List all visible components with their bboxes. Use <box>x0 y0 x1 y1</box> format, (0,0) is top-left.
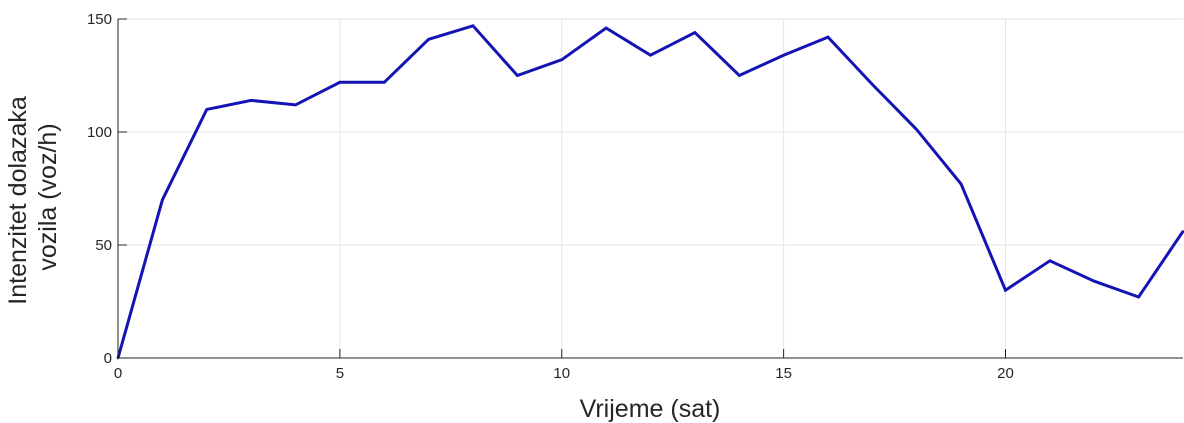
y-tick-label: 150 <box>87 11 112 28</box>
data-point <box>161 198 164 201</box>
y-axis-label-line-2: vozila (voz/h) <box>34 123 62 270</box>
data-point <box>1181 230 1184 233</box>
x-tick-label: 0 <box>114 365 122 382</box>
data-point <box>915 128 918 131</box>
y-axis-label-line-1: Intenzitet dolazaka <box>4 96 32 305</box>
x-tick-labels: 0 5 10 15 20 <box>114 365 1014 382</box>
data-point <box>294 103 297 107</box>
axes <box>117 18 1183 359</box>
x-tick-label: 20 <box>997 365 1014 382</box>
x-tick-label: 15 <box>775 365 792 382</box>
data-point <box>249 99 253 102</box>
data-point <box>205 108 208 111</box>
data-point <box>1048 259 1052 263</box>
data-point <box>826 35 830 39</box>
y-tick-labels: 0 50 100 150 <box>87 11 112 367</box>
x-tick-label: 5 <box>336 365 344 382</box>
data-point <box>1137 295 1140 299</box>
data-point <box>1004 289 1007 292</box>
data-point <box>782 53 785 57</box>
series-line <box>116 24 1184 359</box>
y-axis-label: Intenzitet dolazaka vozila (voz/h) <box>4 89 62 304</box>
y-tick-label: 50 <box>95 237 112 254</box>
data-point <box>649 53 652 57</box>
data-point <box>871 83 874 86</box>
grid <box>117 18 1183 359</box>
data-point <box>693 31 697 34</box>
series-layer <box>116 24 1184 360</box>
data-point <box>471 24 475 27</box>
y-tick-label: 0 <box>104 350 112 367</box>
data-point <box>738 74 741 77</box>
data-point <box>383 81 386 84</box>
x-tick-label: 10 <box>553 365 570 382</box>
data-point <box>560 58 563 61</box>
x-axis-label: Vrijeme (sat) <box>580 395 721 423</box>
data-point <box>604 26 608 30</box>
data-point <box>516 74 519 77</box>
data-point <box>427 38 430 41</box>
data-point <box>1093 279 1096 283</box>
data-point <box>338 81 342 84</box>
data-point <box>959 182 963 186</box>
y-tick-label: 100 <box>87 124 112 141</box>
